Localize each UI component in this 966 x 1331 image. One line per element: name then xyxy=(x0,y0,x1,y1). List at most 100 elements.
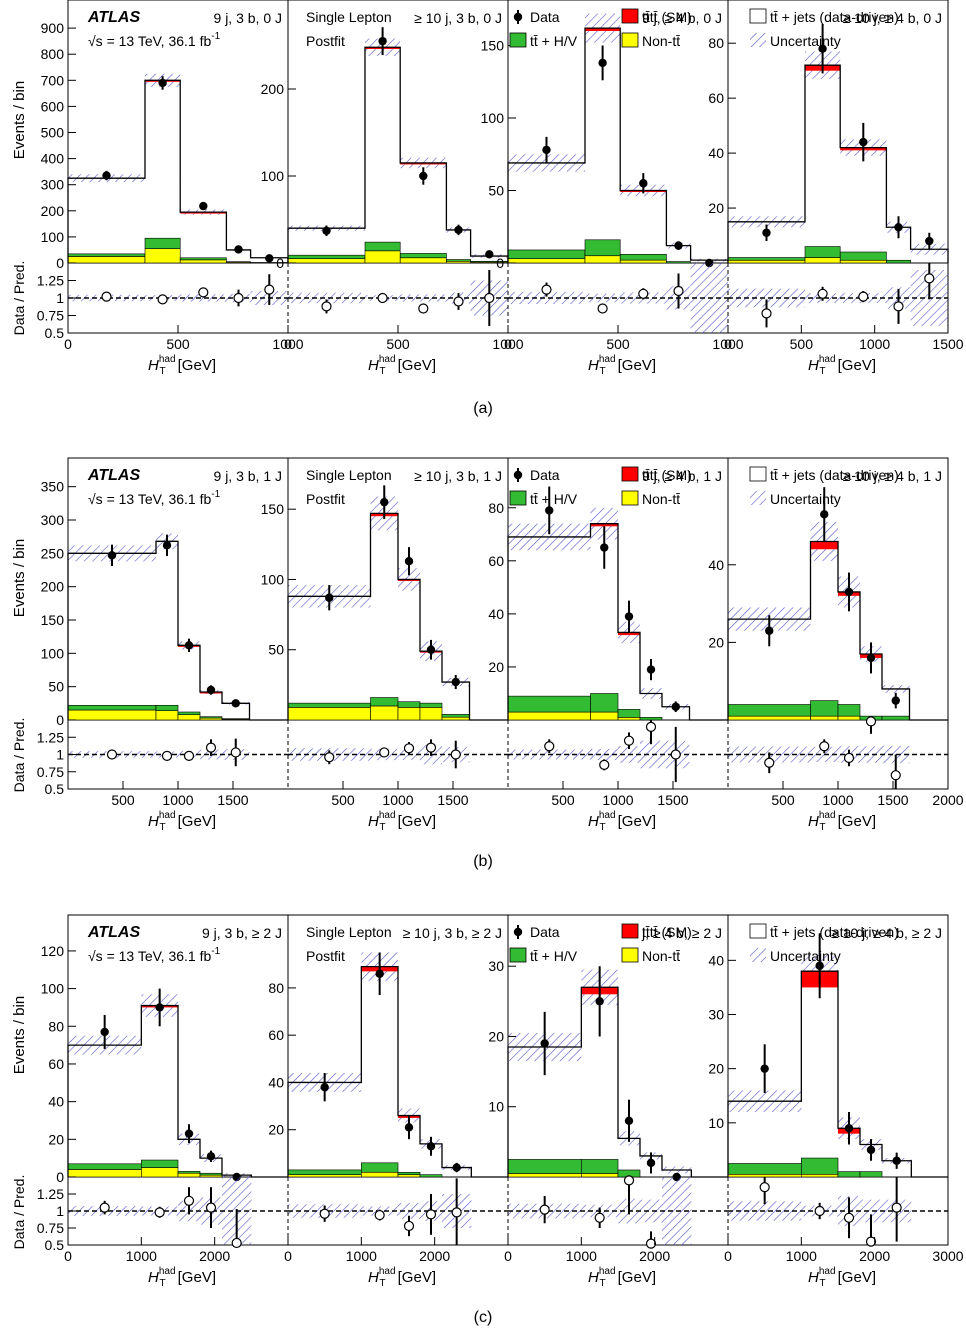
subplot-3: 10 20 30 40 0 1000 2000 3000 ≥ 10 j, ≥ 4 b, ≥ 2 … xyxy=(708,915,964,1289)
ratio-point xyxy=(106,749,118,760)
ratio-point xyxy=(623,1175,635,1186)
x-axis-sup: had xyxy=(159,354,176,365)
legend-label: tt̄tt̄ (SM) xyxy=(642,924,692,940)
ratio-point xyxy=(198,287,209,298)
x-tick-label: 0 xyxy=(64,336,72,352)
ratio-point xyxy=(484,292,495,304)
ratio-point xyxy=(183,750,195,761)
tthv-bar xyxy=(446,259,471,262)
y-tick-label: 40 xyxy=(708,557,724,573)
panel-label: (c) xyxy=(474,1309,493,1326)
ratio-point xyxy=(764,757,775,768)
ratio-uncertainty xyxy=(640,1199,662,1223)
x-axis-title: Hhad T [GeV] xyxy=(808,354,876,377)
nontt-bar xyxy=(727,259,806,264)
tthv-bar xyxy=(199,716,223,719)
data-point xyxy=(892,1156,901,1165)
y-tick-label: 700 xyxy=(41,72,65,88)
tthv-bar xyxy=(839,251,887,261)
tthv-bar xyxy=(370,697,399,707)
x-tick-label: 500 xyxy=(386,336,410,352)
y-tick-label: 40 xyxy=(48,1094,64,1110)
x-axis-title: Hhad T [GeV] xyxy=(148,1266,216,1289)
y-tick-label: 10 xyxy=(488,1099,504,1115)
nontt-bar xyxy=(619,259,667,264)
nontt-bar xyxy=(727,1173,802,1178)
y-tick-label: 10 xyxy=(708,1115,724,1131)
legend: Data tt̄tt̄ (SM) tt̄ + jets (data-driven) t… xyxy=(509,923,899,964)
tthv-bar xyxy=(837,1171,861,1178)
region-label: 9 j, ≥ 4 b, 1 J xyxy=(642,468,722,484)
ratio-point xyxy=(99,1202,110,1213)
x-axis-sub: T xyxy=(600,822,606,833)
y-tick-label: 60 xyxy=(48,1056,64,1072)
tthv-bar xyxy=(619,254,667,261)
ratio-point xyxy=(321,301,332,312)
legend-label: Data xyxy=(530,9,560,25)
subplot-2: 0 50 100 150 0 500 1000 9 j, ≥ 4 b, 0 J Hhad T [Ge… xyxy=(481,0,744,377)
x-tick-label: 0 xyxy=(504,336,512,352)
ratio-point xyxy=(451,1207,462,1218)
ratio-point xyxy=(453,296,464,307)
y-tick-label: 100 xyxy=(41,229,65,245)
region-label: 9 j, 3 b, 0 J xyxy=(214,10,282,26)
x-tick-label: 2000 xyxy=(639,1248,670,1264)
data-point xyxy=(107,551,117,560)
lumi-superscript: -1 xyxy=(211,31,220,42)
energy-lumi-label: √s = 13 TeV, 36.1 fb-1 xyxy=(88,489,221,507)
y-tick-label: 20 xyxy=(708,1061,724,1077)
data-point xyxy=(894,223,903,232)
tttt-bar xyxy=(618,632,640,636)
x-axis-unit: [GeV] xyxy=(618,813,656,830)
x-tick-label: 1000 xyxy=(162,792,193,808)
x-axis-sup: had xyxy=(379,810,396,821)
x-axis-sup: had xyxy=(599,810,616,821)
y-tick-label: 900 xyxy=(41,20,65,36)
tthv-bar xyxy=(810,700,839,717)
y-tick-label: 400 xyxy=(41,151,65,167)
x-axis-title: Hhad T [GeV] xyxy=(588,810,656,833)
ratio-point xyxy=(541,284,552,295)
x-axis-symbol: H xyxy=(148,357,159,374)
data-point xyxy=(234,245,243,254)
x-tick-label: 1000 xyxy=(346,1248,377,1264)
nontt-bar xyxy=(287,1174,362,1178)
y-tick-label: 30 xyxy=(488,958,504,974)
ratio-point xyxy=(843,752,855,764)
y-axis-title: Events / bin xyxy=(11,996,28,1074)
x-axis-unit: [GeV] xyxy=(618,357,656,374)
x-axis-sub: T xyxy=(160,1278,166,1289)
region-label: ≥ 10 j, 3 b, ≥ 2 J xyxy=(403,925,502,941)
data-point xyxy=(100,1027,109,1037)
legend-label: tt̄ + H/V xyxy=(530,33,578,49)
x-tick-label: 1000 xyxy=(272,336,303,352)
x-axis-sup: had xyxy=(599,1266,616,1277)
nontt-bar xyxy=(419,707,443,721)
channel-label: Single Lepton xyxy=(306,924,392,940)
ratio-point xyxy=(761,308,772,319)
x-axis-symbol: H xyxy=(368,1269,379,1286)
x-axis-unit: [GeV] xyxy=(618,1269,656,1286)
legend-label: Non-tt̄ xyxy=(642,491,680,507)
data-point xyxy=(325,593,334,602)
tthv-bar xyxy=(67,253,146,257)
tthv-bar xyxy=(177,711,201,715)
x-axis-sub: T xyxy=(820,1278,826,1289)
x-tick-label: 500 xyxy=(111,792,135,808)
nontt-bar xyxy=(177,1172,201,1178)
x-axis-sup: had xyxy=(819,354,836,365)
data-point xyxy=(158,78,167,88)
ratio-point xyxy=(157,294,168,305)
data-point xyxy=(452,1163,461,1172)
region-label: ≥ 10 j, ≥ 4 b, ≥ 2 J xyxy=(831,925,942,941)
ratio-point xyxy=(205,1202,217,1213)
data-point xyxy=(162,541,172,550)
x-tick-label: 1000 xyxy=(822,792,853,808)
legend-data-marker xyxy=(513,470,523,480)
data-point xyxy=(646,1158,656,1168)
x-tick-label: 1000 xyxy=(859,336,890,352)
ratio-point xyxy=(865,716,877,727)
